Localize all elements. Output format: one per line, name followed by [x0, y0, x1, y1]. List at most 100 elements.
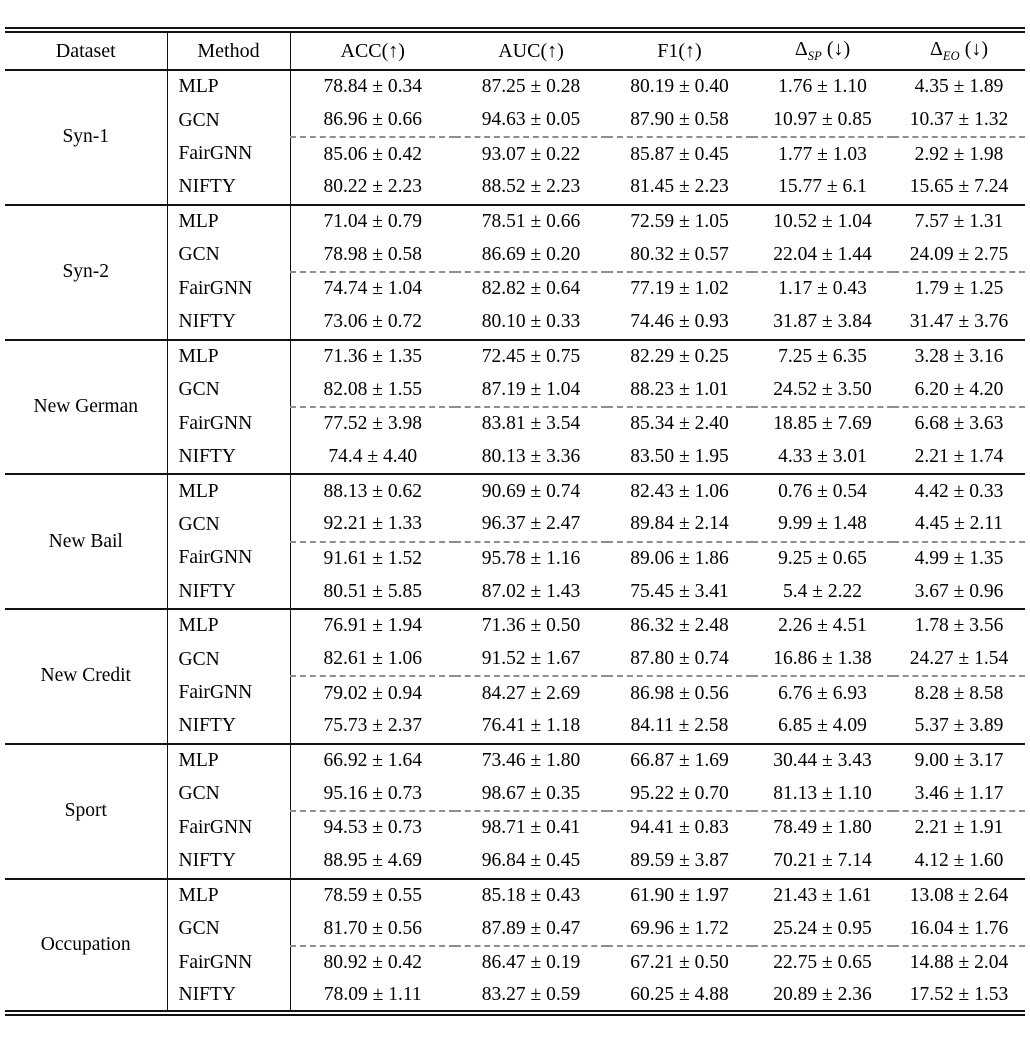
metric-value-auc: 83.27 ± 0.59 — [481, 983, 581, 1005]
table-row: GCN 86.96 ± 0.66 94.63 ± 0.05 87.90 ± 0.58 1… — [5, 103, 1025, 139]
metric-value-auc: 85.18 ± 0.43 — [481, 884, 581, 906]
metric-value-delta-sp: 18.85 ± 7.69 — [773, 413, 872, 435]
metric-value-auc: 71.36 ± 0.50 — [481, 615, 581, 637]
table-row: FairGNN 85.06 ± 0.42 93.07 ± 0.22 85.87 ± 0… — [5, 137, 1025, 172]
header-dataset: Dataset — [5, 30, 167, 71]
metric-value-f1: 74.46 ± 0.93 — [630, 311, 729, 333]
metric-value-auc: 86.69 ± 0.20 — [455, 238, 607, 274]
metric-value-f1: 60.25 ± 4.88 — [630, 983, 729, 1005]
dataset-label: Occupation — [40, 933, 131, 955]
metric-value-delta-sp: 21.43 ± 1.61 — [773, 884, 872, 906]
method-label: GCN — [166, 373, 291, 407]
header-auc: AUC(↑) — [455, 30, 607, 71]
metric-value-auc: 93.07 ± 0.22 — [481, 143, 581, 165]
header-acc: ACC(↑) — [290, 30, 455, 71]
metric-value-f1: 69.96 ± 1.72 — [607, 912, 752, 947]
dataset-group-sport: Sport MLP 66.92 ± 1.64 73.46 ± 1.80 66.87 ± … — [5, 743, 1025, 879]
metric-value-delta-sp: 24.52 ± 3.50 — [752, 373, 893, 408]
metric-value-acc: 80.22 ± 2.23 — [323, 176, 422, 198]
metric-value-delta-sp: 16.86 ± 1.38 — [752, 642, 893, 678]
metric-value-delta-sp: 0.76 ± 0.54 — [778, 480, 867, 502]
metric-value-f1: 85.34 ± 2.40 — [630, 413, 729, 435]
metric-value-delta-eo: 4.35 ± 1.89 — [914, 76, 1004, 98]
metric-value-auc: 96.84 ± 0.45 — [481, 850, 581, 872]
metric-value-f1: 87.90 ± 0.58 — [607, 103, 752, 139]
metric-value-delta-eo: 4.12 ± 1.60 — [914, 850, 1004, 872]
metric-value-auc: 87.19 ± 1.04 — [455, 373, 607, 408]
metric-value-f1: 77.19 ± 1.02 — [630, 278, 729, 300]
metric-value-f1: 80.32 ± 0.57 — [607, 238, 752, 274]
metric-value-delta-sp: 1.17 ± 0.43 — [778, 278, 867, 300]
metric-value-delta-sp: 22.04 ± 1.44 — [752, 238, 893, 274]
method-label: FairGNN — [166, 272, 291, 306]
metric-value-delta-sp: 9.25 ± 0.65 — [778, 547, 867, 569]
delta-eo-subscript: EO — [942, 49, 960, 63]
method-label: NIFTY — [166, 979, 291, 1014]
table-row: FairGNN 91.61 ± 1.52 95.78 ± 1.16 89.06 ± 1… — [5, 541, 1025, 576]
dataset-group-new-credit: New Credit MLP 76.91 ± 1.94 71.36 ± 0.50 86.… — [5, 609, 1025, 744]
table-row: NIFTY 74.4 ± 4.40 80.13 ± 3.36 83.50 ± 1.95… — [5, 440, 1025, 475]
table-row: GCN 95.16 ± 0.73 98.67 ± 0.35 95.22 ± 0.70 8… — [5, 777, 1025, 813]
table-row: NIFTY 80.22 ± 2.23 88.52 ± 2.23 81.45 ± 2.2… — [5, 171, 1025, 205]
metric-value-delta-eo: 31.47 ± 3.76 — [909, 311, 1009, 333]
metric-value-f1: 67.21 ± 0.50 — [630, 952, 729, 974]
metric-value-auc: 95.78 ± 1.16 — [481, 547, 581, 569]
metric-value-delta-eo: 7.57 ± 1.31 — [914, 211, 1004, 233]
metric-value-auc: 98.67 ± 0.35 — [455, 777, 607, 813]
metric-value-delta-eo: 4.42 ± 0.33 — [914, 480, 1004, 502]
method-label: NIFTY — [166, 171, 291, 205]
metric-value-auc: 90.69 ± 0.74 — [481, 480, 581, 502]
metric-value-acc: 74.74 ± 1.04 — [323, 278, 422, 300]
metric-value-acc: 73.06 ± 0.72 — [323, 311, 422, 333]
method-label: FairGNN — [166, 676, 291, 711]
metric-value-delta-eo: 24.09 ± 2.75 — [893, 238, 1025, 274]
metric-value-auc: 76.41 ± 1.18 — [481, 715, 581, 737]
metric-value-acc: 74.4 ± 4.40 — [328, 445, 418, 467]
table-row: NIFTY 78.09 ± 1.11 83.27 ± 0.59 60.25 ± 4.8… — [5, 979, 1025, 1014]
method-label: MLP — [166, 609, 291, 643]
metric-value-delta-eo: 24.27 ± 1.54 — [893, 642, 1025, 678]
metric-value-delta-eo: 3.67 ± 0.96 — [914, 580, 1004, 602]
dataset-group-occupation: Occupation MLP 78.59 ± 0.55 85.18 ± 0.43 61.… — [5, 878, 1025, 1014]
metric-value-f1: 81.45 ± 2.23 — [630, 176, 729, 198]
metric-value-auc: 73.46 ± 1.80 — [481, 750, 581, 772]
metric-value-delta-sp: 6.76 ± 6.93 — [778, 682, 867, 704]
metric-value-f1: 75.45 ± 3.41 — [630, 580, 729, 602]
delta-symbol: Δ — [794, 38, 808, 60]
metric-value-delta-eo: 14.88 ± 2.04 — [909, 952, 1009, 974]
dataset-group-new-bail: New Bail MLP 88.13 ± 0.62 90.69 ± 0.74 82.43… — [5, 474, 1025, 609]
dataset-label: New Bail — [48, 530, 123, 552]
header-row: Dataset Method ACC(↑) AUC(↑) F1(↑) ΔSP (… — [5, 30, 1025, 71]
method-label: GCN — [166, 642, 291, 677]
metric-value-delta-eo: 10.37 ± 1.32 — [893, 103, 1025, 139]
metric-value-f1: 89.84 ± 2.14 — [607, 507, 752, 543]
metric-value-f1: 88.23 ± 1.01 — [607, 373, 752, 408]
metric-value-delta-sp: 1.76 ± 1.10 — [778, 76, 867, 98]
metric-value-acc: 81.70 ± 0.56 — [290, 912, 455, 947]
metric-value-acc: 77.52 ± 3.98 — [323, 413, 422, 435]
metric-value-acc: 78.84 ± 0.34 — [323, 76, 422, 98]
method-label: FairGNN — [166, 541, 291, 576]
metric-value-delta-sp: 70.21 ± 7.14 — [773, 850, 872, 872]
method-label: NIFTY — [166, 575, 291, 609]
metric-value-acc: 76.91 ± 1.94 — [323, 615, 422, 637]
metric-value-f1: 80.19 ± 0.40 — [630, 76, 729, 98]
delta-sp-subscript: SP — [807, 49, 822, 63]
metric-value-f1: 85.87 ± 0.45 — [630, 143, 729, 165]
metric-value-auc: 91.52 ± 1.67 — [455, 642, 607, 678]
metric-value-auc: 98.71 ± 0.41 — [481, 817, 581, 839]
metric-value-delta-eo: 16.04 ± 1.76 — [893, 912, 1025, 947]
metric-value-auc: 87.02 ± 1.43 — [481, 580, 581, 602]
metric-value-delta-eo: 8.28 ± 8.58 — [914, 682, 1004, 704]
dataset-group-new-german: New German MLP 71.36 ± 1.35 72.45 ± 0.75 82.… — [5, 339, 1025, 475]
metric-value-f1: 83.50 ± 1.95 — [630, 445, 729, 467]
down-arrow: (↓) — [964, 38, 989, 60]
method-label: MLP — [166, 204, 291, 239]
metric-value-f1: 82.29 ± 0.25 — [630, 345, 729, 367]
header-delta-sp: ΔSP (↓) — [752, 30, 893, 71]
method-label: NIFTY — [166, 440, 291, 475]
metric-value-delta-sp: 10.52 ± 1.04 — [773, 211, 872, 233]
metric-value-f1: 61.90 ± 1.97 — [630, 884, 729, 906]
table-row: New German MLP 71.36 ± 1.35 72.45 ± 0.75 82.… — [5, 339, 1025, 417]
metric-value-acc: 91.61 ± 1.52 — [323, 547, 422, 569]
